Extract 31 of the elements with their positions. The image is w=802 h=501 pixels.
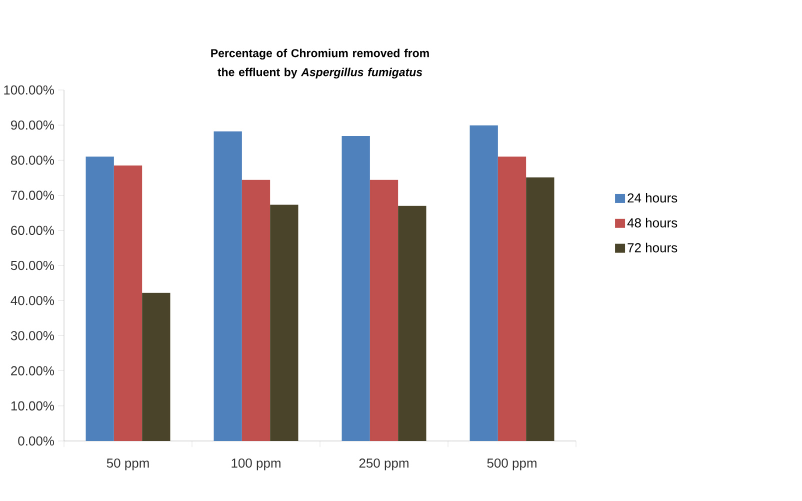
x-tick-label: 250 ppm: [359, 458, 408, 470]
legend-label: 72 hours: [628, 242, 678, 252]
legend-label: 48 hours: [627, 218, 678, 228]
bar: [398, 206, 426, 441]
x-tick-label: 500 ppm: [487, 458, 536, 470]
y-tick-label: 0.00%: [18, 436, 54, 446]
bar: [526, 177, 554, 441]
bar: [86, 156, 114, 441]
y-tick-label: 40.00%: [10, 296, 54, 306]
y-tick-label: 80.00%: [10, 156, 54, 165]
legend-label: 24 hours: [628, 193, 678, 203]
bar: [470, 125, 498, 441]
y-tick-label: 100.00%: [4, 85, 54, 95]
y-tick-label: 30.00%: [10, 331, 54, 340]
bar: [342, 136, 370, 441]
bar: [242, 180, 270, 441]
y-tick-label: 50.00%: [10, 260, 54, 270]
x-tick-label: 100 ppm: [232, 458, 280, 470]
y-tick-label: 90.00%: [11, 120, 54, 130]
bar: [214, 131, 242, 441]
chart-title: Percentage of Chromium removed from the effluent by Aspergillus fumigatus: [211, 48, 429, 78]
bar: [142, 292, 170, 441]
bar: [270, 204, 298, 441]
x-tick-label: 50 ppm: [106, 458, 149, 470]
y-tick-label: 70.00%: [11, 190, 54, 200]
bar: [498, 156, 526, 441]
y-tick-label: 20.00%: [11, 366, 54, 376]
bar: [370, 180, 398, 441]
y-tick-label: 60.00%: [11, 226, 54, 235]
bar: [114, 165, 142, 441]
y-tick-label: 10.00%: [11, 401, 54, 410]
